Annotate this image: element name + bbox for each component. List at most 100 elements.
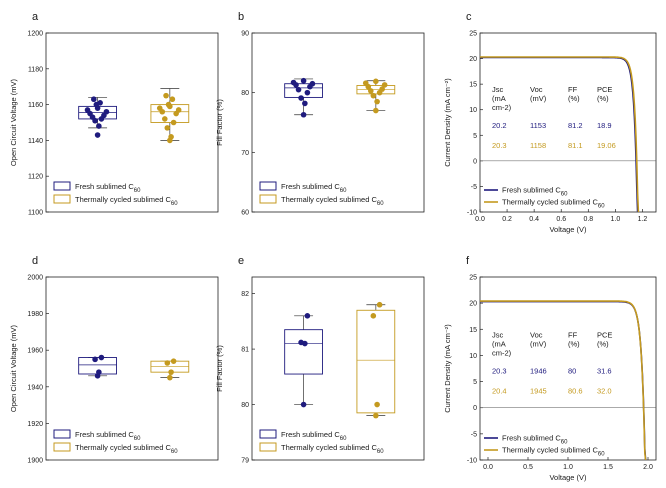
- series-cycled: [151, 88, 189, 143]
- data-point: [99, 355, 105, 361]
- legend-label-fresh: Fresh sublimed C60: [281, 182, 347, 194]
- data-point: [371, 313, 377, 319]
- table-header: PCE (%): [597, 330, 612, 348]
- legend-swatch-cycled: [260, 443, 276, 451]
- data-point: [167, 375, 173, 381]
- legend-swatch-fresh: [260, 430, 276, 438]
- table-header: Jsc (mA cm-2): [492, 330, 512, 357]
- legend-swatch-fresh: [54, 182, 70, 190]
- box: [357, 310, 395, 413]
- legend-swatch-cycled: [54, 443, 70, 451]
- data-point: [168, 134, 174, 140]
- data-point: [91, 96, 97, 102]
- panel-letter: e: [238, 255, 244, 267]
- legend-label-fresh: Fresh sublimed C60: [75, 430, 141, 442]
- legend-swatch-cycled: [54, 195, 70, 203]
- legend-label-cycled: Thermally cycled sublimed C60: [281, 195, 384, 207]
- y-tick-label: 1960: [27, 348, 43, 355]
- data-point: [373, 108, 379, 114]
- data-point: [301, 112, 307, 118]
- legend-label-cycled: Thermally cycled sublimed C60: [502, 446, 605, 458]
- table-headers: Jsc (mA cm-2)Voc (mV)FF (%)PCE (%): [492, 330, 612, 357]
- data-point: [374, 402, 380, 408]
- series-fresh: [79, 96, 117, 137]
- y-axis-label: Current Density (mA cm⁻²): [443, 78, 452, 167]
- panel-f: f -10 -5 0 5 10 15 20 25 Current Density (mA cm⁻²…: [443, 255, 656, 482]
- table-cell-cycled: 80.6: [568, 386, 583, 395]
- data-point: [157, 105, 163, 111]
- x-tick-label: 0.2: [502, 216, 512, 223]
- y-tick-label: 1900: [27, 458, 43, 465]
- legend-label-fresh: Fresh sublimed C60: [75, 182, 141, 194]
- y-tick-label: 81: [241, 347, 249, 354]
- x-tick-label: 0.0: [483, 464, 493, 471]
- panel-c: c -10 -5 0 5 10 15 20 25 Current Density (mA cm⁻²…: [443, 11, 656, 234]
- y-tick-label: 10: [469, 353, 477, 360]
- y-tick-label: 5: [473, 379, 477, 386]
- box: [285, 84, 323, 98]
- legend-label-cycled: Thermally cycled sublimed C60: [75, 195, 178, 207]
- data-point: [310, 81, 316, 87]
- y-tick-label: -5: [471, 431, 477, 438]
- data-point: [165, 360, 171, 366]
- data-point: [96, 369, 102, 375]
- y-tick-label: 10: [469, 107, 477, 114]
- y-tick-label: 80: [241, 402, 249, 409]
- series-cycled: [357, 302, 395, 419]
- data-point: [163, 93, 169, 99]
- y-tick-label: -10: [467, 458, 477, 465]
- data-point: [301, 78, 307, 84]
- y-tick-label: 79: [241, 458, 249, 465]
- y-tick-label: 15: [469, 82, 477, 89]
- data-point: [85, 107, 91, 113]
- data-point: [363, 80, 369, 86]
- y-tick-label: 1980: [27, 311, 43, 318]
- table-cell-fresh: 20.3: [492, 366, 507, 375]
- data-point: [162, 116, 168, 122]
- legend-label-cycled: Thermally cycled sublimed C60: [502, 198, 605, 210]
- data-point: [377, 302, 383, 308]
- data-point: [302, 101, 308, 107]
- table-cell-cycled: 1158: [530, 141, 546, 150]
- y-tick-label: 25: [469, 275, 477, 282]
- y-axis-label: Current Density (mA cm⁻²): [443, 324, 452, 413]
- table-cell-cycled: 32.0: [597, 386, 612, 395]
- table-header: Jsc (mA cm-2): [492, 85, 512, 112]
- table-cell-fresh: 18.9: [597, 121, 612, 130]
- x-tick-label: 0.0: [475, 216, 485, 223]
- legend-label-fresh: Fresh sublimed C60: [502, 434, 568, 446]
- panel-b: b 60 70 80 90 Fill Factor (%) Fresh sublimed C…: [215, 11, 424, 217]
- legend-label-cycled: Thermally cycled sublimed C60: [75, 443, 178, 455]
- y-axis-label: Fill Factor (%): [215, 345, 224, 392]
- y-axis-label: Open Circuit Voltage (mV): [9, 78, 18, 166]
- data-point: [170, 96, 176, 102]
- y-tick-label: 20: [469, 56, 477, 63]
- figure: a110011201140116011801200Open Circuit Vo…: [0, 0, 666, 488]
- x-tick-label: 1.5: [603, 464, 613, 471]
- data-point: [168, 369, 174, 375]
- data-point: [104, 109, 110, 115]
- data-point: [92, 357, 98, 363]
- y-tick-label: 1160: [28, 102, 43, 109]
- table-cell-cycled: 19.06: [597, 141, 616, 150]
- table-headers: Jsc (mA cm-2)Voc (mV)FF (%)PCE (%): [492, 85, 612, 112]
- legend-swatch-cycled: [260, 195, 276, 203]
- y-tick-label: 1140: [28, 138, 43, 145]
- data-point: [96, 123, 102, 129]
- y-tick-label: 0: [473, 158, 477, 165]
- x-tick-label: 1.2: [638, 216, 648, 223]
- panel-a: a 1100 1120 1140 1160 1180 1200 Open Circuit Vo…: [9, 11, 218, 217]
- y-tick-label: 60: [241, 210, 249, 217]
- table-cell-fresh: 20.2: [492, 121, 507, 130]
- data-point: [298, 340, 304, 346]
- y-tick-label: 1200: [27, 31, 43, 38]
- y-tick-label: 1120: [28, 174, 43, 181]
- data-point: [165, 125, 171, 131]
- panel-letter: b: [238, 11, 244, 23]
- table-header: PCE (%): [597, 85, 612, 103]
- series-fresh: [285, 313, 323, 407]
- y-tick-label: 25: [469, 31, 477, 38]
- table-cell-cycled: 1945: [530, 386, 547, 395]
- table-header: Voc (mV): [530, 330, 547, 348]
- table-header: FF (%): [568, 85, 580, 103]
